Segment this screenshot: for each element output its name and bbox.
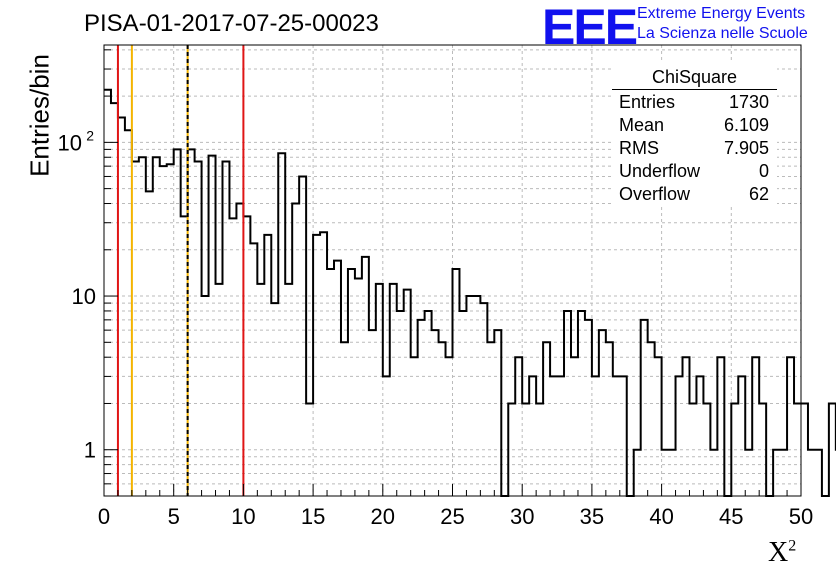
y-tick-label: 1 <box>84 438 96 463</box>
x-axis-label-base: X <box>768 537 789 568</box>
x-tick-label: 20 <box>371 504 395 529</box>
stats-title: ChiSquare <box>651 67 738 87</box>
stats-box: ChiSquare Entries 1730 Mean 6.109 RMS 7.… <box>612 63 777 205</box>
stats-row-underflow: Underflow 0 <box>619 161 769 183</box>
x-tick-label: 50 <box>789 504 813 529</box>
y-tick-label: 10 <box>58 130 82 155</box>
stats-value: 7.905 <box>723 138 769 158</box>
stats-divider <box>612 89 777 90</box>
x-tick-label: 40 <box>649 504 673 529</box>
chart-title: PISA-01-2017-07-25-00023 <box>84 10 379 37</box>
x-axis-label: X2 <box>768 537 796 569</box>
stats-row-entries: Entries 1730 <box>619 92 769 114</box>
logo-line-2: La Scienza nelle Scuole <box>637 25 808 42</box>
stats-key: RMS <box>619 138 659 158</box>
y-axis-label: Entries/bin <box>24 54 55 177</box>
eee-logo: EEE <box>542 0 638 55</box>
x-tick-label: 30 <box>510 504 534 529</box>
stats-value: 6.109 <box>723 115 769 135</box>
stats-value: 0 <box>758 161 769 181</box>
y-tick-label-exponent: 2 <box>86 127 94 143</box>
x-tick-label: 5 <box>168 504 180 529</box>
x-tick-label: 0 <box>98 504 110 529</box>
histogram-series <box>104 88 836 497</box>
stats-value: 62 <box>748 184 769 204</box>
x-tick-label: 25 <box>440 504 464 529</box>
stats-key: Underflow <box>619 161 701 181</box>
stats-row-rms: RMS 7.905 <box>619 138 769 160</box>
y-tick-label: 10 <box>72 284 96 309</box>
stats-key: Overflow <box>619 184 691 204</box>
x-tick-label: 10 <box>231 504 255 529</box>
x-axis-label-exponent: 2 <box>788 537 797 555</box>
logo-line-1: Extreme Energy Events <box>637 5 806 22</box>
x-tick-label: 15 <box>301 504 325 529</box>
stats-row-mean: Mean 6.109 <box>619 115 769 137</box>
x-tick-label: 45 <box>719 504 743 529</box>
x-tick-label: 35 <box>580 504 604 529</box>
stats-key: Entries <box>619 92 676 112</box>
stats-row-overflow: Overflow 62 <box>619 184 769 206</box>
stats-value: 1730 <box>728 92 769 112</box>
stats-key: Mean <box>619 115 665 135</box>
